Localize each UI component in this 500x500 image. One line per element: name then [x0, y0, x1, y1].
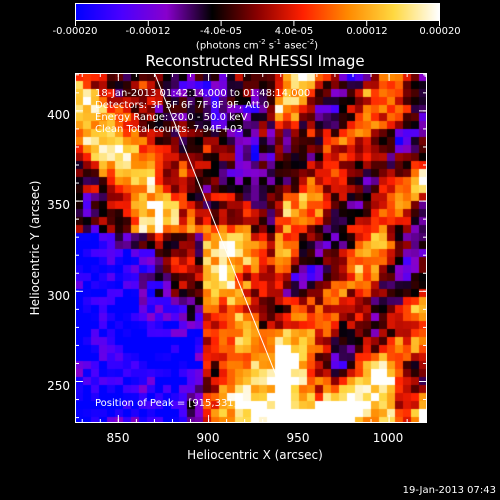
- colorbar-tick-label: -0.00020: [52, 26, 98, 37]
- colorbar-tick-label: 4.0e-05: [274, 26, 314, 37]
- x-tick-label: 1000: [372, 431, 404, 445]
- plot-frame-border: [75, 73, 427, 423]
- colorbar-tick-label: -0.00012: [125, 26, 171, 37]
- x-tick-label: 950: [286, 431, 310, 445]
- colorbar-units: (photons cm-2 s-1 asec-2): [195, 38, 319, 52]
- colorbar-ticks: [75, 21, 440, 26]
- annotation-peak-position: Position of Peak = [915,331]: [95, 398, 238, 409]
- y-tick-label: 300: [47, 289, 70, 303]
- colorbar-tick-label: -4.0e-05: [200, 26, 242, 37]
- colorbar-tick-label: 0.00020: [419, 26, 461, 37]
- y-tick-label: 350: [47, 198, 70, 212]
- annotation-detectors: Detectors: 3F 5F 6F 7F 8F 9F, Att 0: [95, 100, 270, 111]
- annotation-energy-range: Energy Range: 20.0 - 50.0 keV: [95, 112, 248, 123]
- annotation-time-range: 18-Jan-2013 01:42:14.000 to 01:48:14.000: [95, 88, 311, 99]
- x-axis-label: Heliocentric X (arcsec): [187, 448, 323, 462]
- y-tick-label: 400: [47, 108, 70, 122]
- rhessi-image-map: [75, 73, 427, 423]
- colorbar: [75, 3, 440, 21]
- annotation-total-counts: Clean Total counts: 7.94E+03: [95, 124, 243, 135]
- solar-limb-line: [153, 73, 296, 423]
- plot-title: Reconstructed RHESSI Image: [145, 52, 365, 70]
- y-axis-label: Heliocentric Y (arcsec): [28, 180, 42, 316]
- x-tick-label: 900: [196, 431, 220, 445]
- timestamp: 19-Jan-2013 07:43: [402, 485, 496, 496]
- plot-overlay: [153, 73, 296, 423]
- image-plot-area: 18-Jan-2013 01:42:14.000 to 01:48:14.000…: [75, 73, 427, 423]
- y-tick-label: 250: [47, 379, 70, 393]
- x-tick-label: 850: [106, 431, 130, 445]
- colorbar-tick-label: 0.00012: [346, 26, 388, 37]
